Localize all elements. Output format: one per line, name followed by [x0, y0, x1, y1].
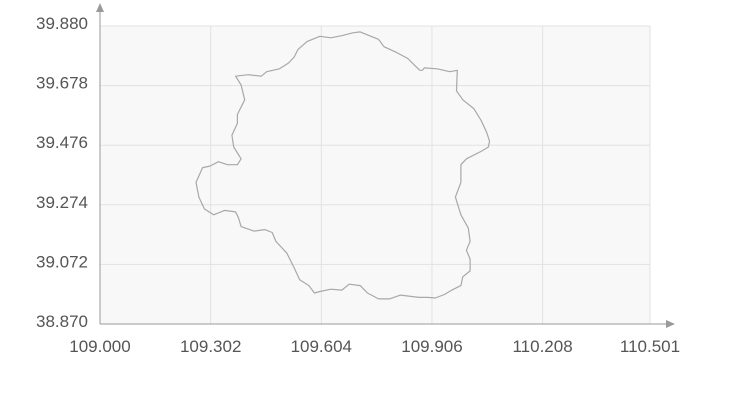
y-tick-label: 39.476	[36, 133, 88, 152]
plot-area	[100, 26, 650, 324]
y-tick-label: 38.870	[36, 312, 88, 331]
x-tick-label: 110.501	[620, 337, 680, 356]
x-tick-label: 109.604	[291, 337, 352, 356]
y-tick-label: 39.274	[36, 193, 88, 212]
plot-background	[100, 26, 650, 324]
boundary-layer	[195, 31, 491, 300]
x-tick-label: 109.906	[401, 337, 462, 356]
axes	[96, 3, 675, 328]
region-boundary	[195, 31, 491, 300]
y-tick-label: 39.678	[36, 74, 88, 93]
x-tick-label: 109.302	[180, 337, 241, 356]
x-tick-label: 110.208	[512, 337, 572, 356]
y-tick-label: 39.880	[36, 14, 88, 33]
y-tick-label: 39.072	[36, 252, 88, 271]
x-tick-label: 109.000	[69, 337, 130, 356]
y-axis-ticks: 39.880 39.678 39.476 39.274 39.072 38.87…	[36, 14, 88, 331]
y-axis-arrow	[96, 3, 104, 12]
x-axis-ticks: 109.000 109.302 109.604 109.906 110.208 …	[69, 337, 680, 356]
x-axis-arrow	[666, 320, 675, 328]
